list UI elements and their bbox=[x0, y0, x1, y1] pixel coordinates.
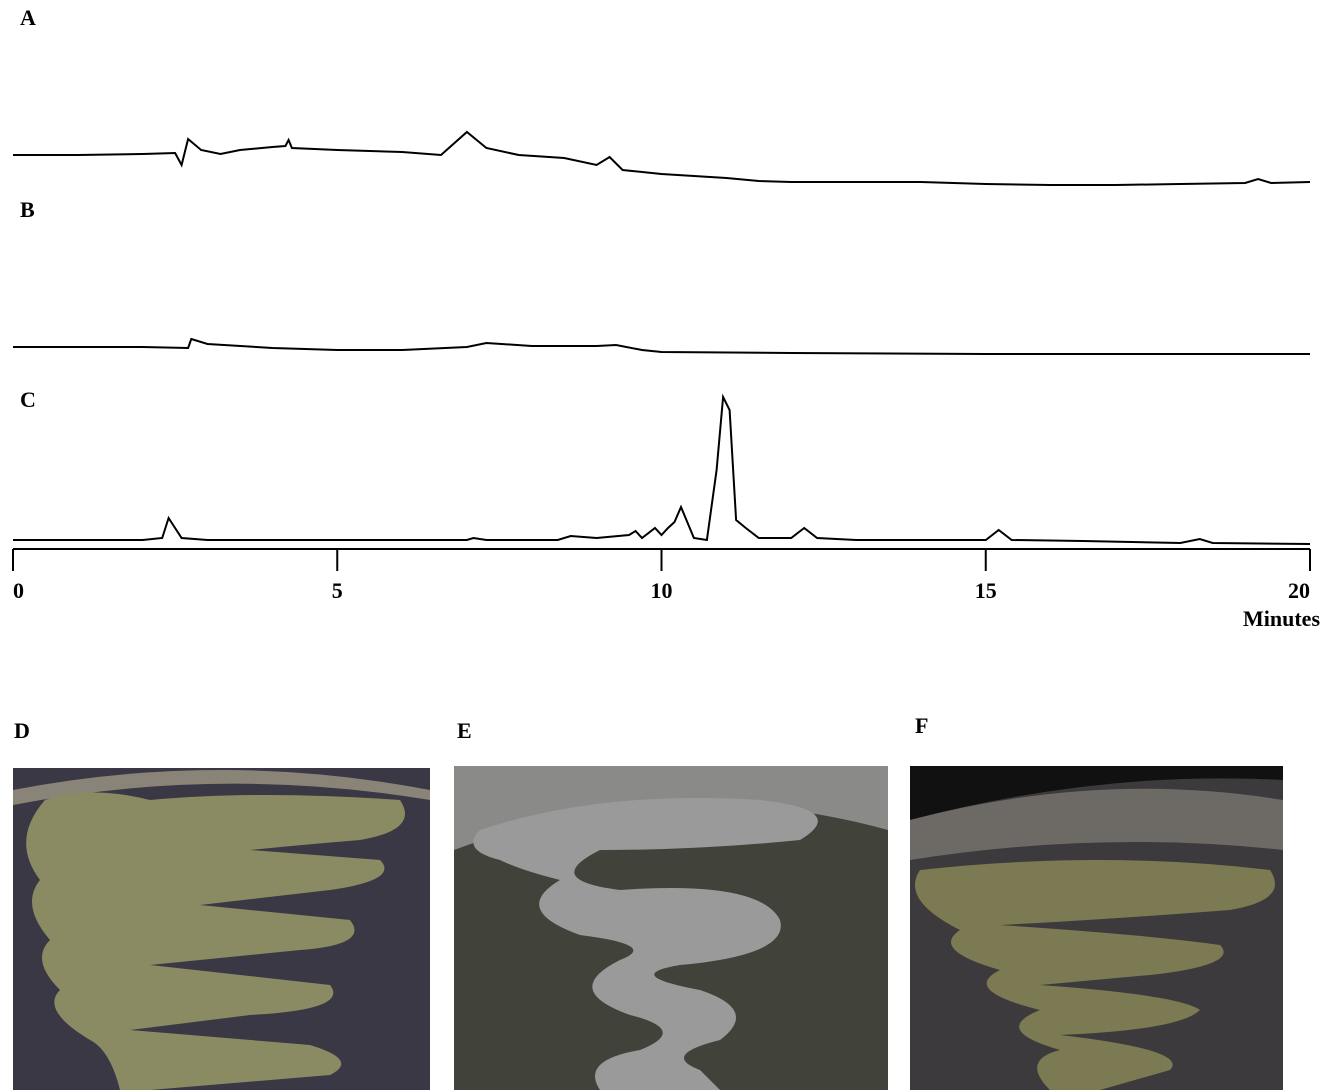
x-axis-label: Minutes bbox=[1243, 606, 1320, 631]
photo-label: F bbox=[915, 713, 928, 738]
x-tick-label: 0 bbox=[13, 578, 24, 603]
trace bbox=[13, 337, 1310, 355]
panel-label: A bbox=[20, 5, 36, 30]
photo-f bbox=[910, 766, 1283, 1090]
panel-label: C bbox=[20, 387, 36, 412]
x-tick-label: 5 bbox=[332, 578, 343, 603]
x-tick-label: 15 bbox=[975, 578, 997, 603]
x-tick-label: 20 bbox=[1288, 578, 1310, 603]
photo-label: D bbox=[14, 718, 30, 743]
panel-label: B bbox=[20, 197, 35, 222]
photo-label: E bbox=[457, 718, 472, 743]
photo-d bbox=[13, 768, 430, 1090]
trace bbox=[13, 393, 1311, 545]
trace bbox=[13, 130, 1311, 186]
photo-e bbox=[454, 766, 888, 1090]
x-tick-label: 10 bbox=[651, 578, 673, 603]
